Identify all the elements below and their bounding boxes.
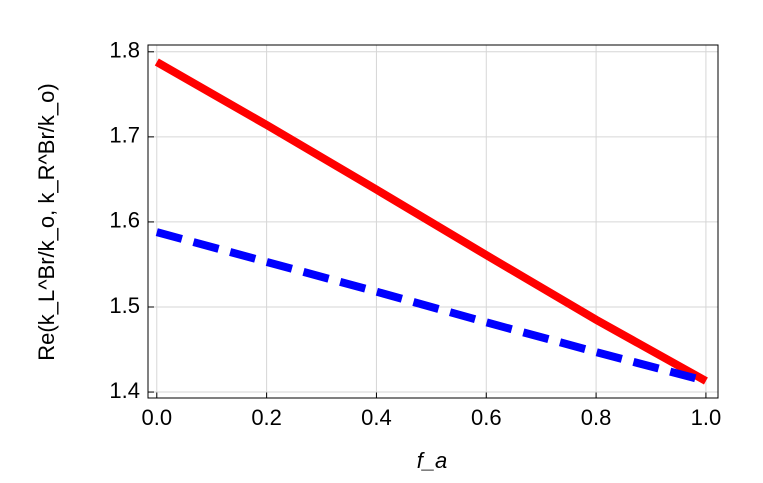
y-axis-label: Re(k_L^Br/k_o, k_R^Br/k_o) [34,83,59,360]
x-tick-label: 0.8 [581,405,612,430]
x-tick-label: 0.6 [471,405,502,430]
x-tick-label: 0.0 [141,405,172,430]
plot-frame [147,44,719,399]
y-tick-label: 1.7 [109,123,140,148]
x-axis-label: f_a [417,448,448,473]
y-tick-label: 1.4 [109,378,140,403]
y-tick-label: 1.6 [109,208,140,233]
y-tick-label: 1.5 [109,293,140,318]
series-line [155,228,707,385]
series-line [154,58,708,385]
x-tick-label: 0.4 [361,405,392,430]
x-tick-label: 1.0 [691,405,722,430]
y-tick-label: 1.8 [109,38,140,63]
x-tick-label: 0.2 [251,405,282,430]
